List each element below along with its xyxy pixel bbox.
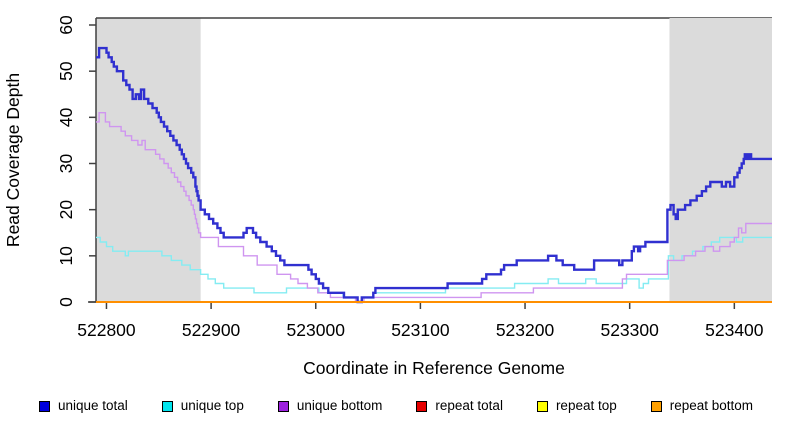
x-tick-label: 523400 <box>705 320 764 340</box>
legend-label-unique-bottom: unique bottom <box>296 398 383 413</box>
legend: unique total unique top unique bottom repea… <box>0 397 792 415</box>
legend-swatch-repeat-top <box>536 400 548 412</box>
y-tick-label: 50 <box>56 61 76 81</box>
legend-swatch-repeat-total <box>416 400 428 412</box>
legend-item-repeat-top: repeat top <box>536 397 617 415</box>
legend-swatch-repeat-bottom <box>650 400 662 412</box>
legend-item-unique-total: unique total <box>38 397 128 415</box>
legend-swatch-unique-top <box>161 400 173 412</box>
y-tick-label: 0 <box>56 297 76 307</box>
legend-label-repeat-total: repeat total <box>435 398 503 413</box>
legend-item-unique-bottom: unique bottom <box>277 397 383 415</box>
x-axis-label: Coordinate in Reference Genome <box>303 358 565 378</box>
x-tick-label: 523100 <box>391 320 450 340</box>
legend-item-repeat-bottom: repeat bottom <box>650 397 754 415</box>
x-tick-label: 522800 <box>77 320 136 340</box>
axis-ticks <box>89 24 736 309</box>
y-tick-label: 10 <box>56 246 76 266</box>
legend-item-unique-top: unique top <box>161 397 244 415</box>
y-tick-label: 20 <box>56 200 76 220</box>
series-line-unique-total <box>96 46 772 304</box>
legend-swatch-unique-bottom <box>277 400 289 412</box>
legend-label-unique-total: unique total <box>57 398 128 413</box>
x-tick-label: 522900 <box>182 320 241 340</box>
y-tick-label: 40 <box>56 107 76 127</box>
x-tick-label: 523300 <box>600 320 659 340</box>
legend-label-unique-top: unique top <box>180 398 244 413</box>
x-tick-label: 523200 <box>496 320 555 340</box>
legend-label-repeat-top: repeat top <box>555 398 617 413</box>
x-tick-label: 523000 <box>287 320 346 340</box>
legend-item-repeat-total: repeat total <box>416 397 503 415</box>
legend-label-repeat-bottom: repeat bottom <box>669 398 754 413</box>
series-lines <box>96 46 772 304</box>
y-axis-label: Read Coverage Depth <box>3 73 23 247</box>
legend-swatch-unique-total <box>38 400 50 412</box>
axis-tick-labels: 522800 522900 523000 523100 523200 523300 5234… <box>56 15 764 340</box>
y-tick-label: 60 <box>56 15 76 35</box>
y-tick-label: 30 <box>56 154 76 174</box>
series-line-unique-bottom <box>96 112 772 303</box>
